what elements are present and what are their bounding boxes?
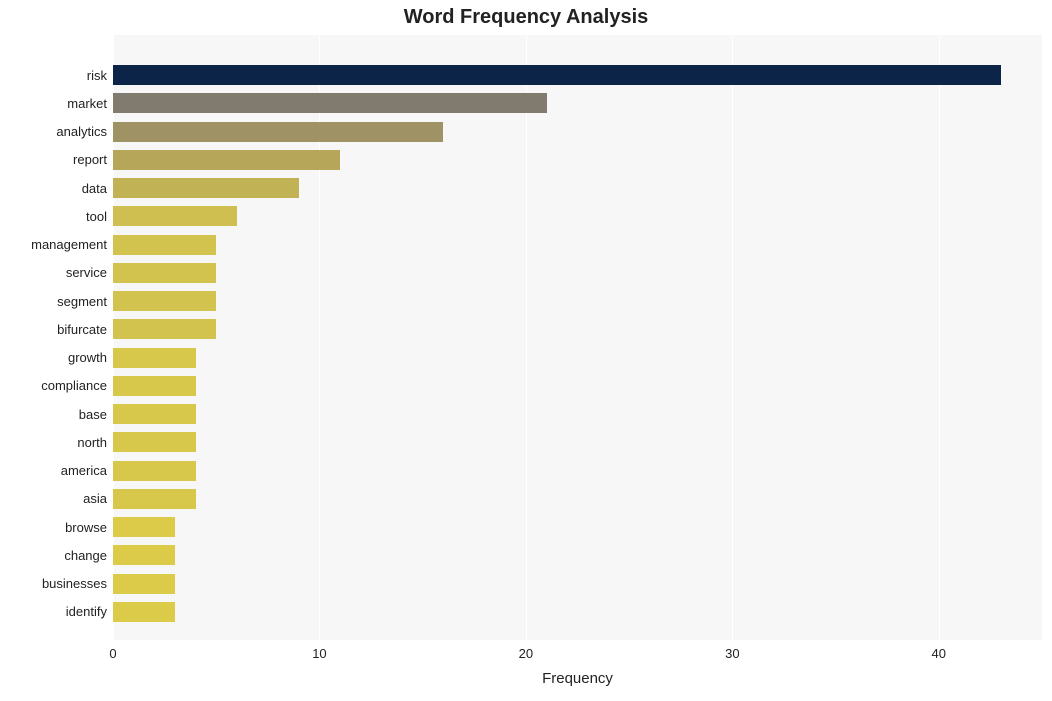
y-tick-label: browse: [65, 520, 107, 535]
grid-line: [939, 35, 940, 640]
bar: [113, 150, 340, 170]
y-tick-label: bifurcate: [57, 322, 107, 337]
bar: [113, 65, 1001, 85]
y-tick-label: analytics: [56, 124, 107, 139]
y-tick-label: report: [73, 152, 107, 167]
x-tick-label: 0: [93, 646, 133, 661]
y-tick-label: identify: [66, 604, 107, 619]
bar: [113, 291, 216, 311]
bar: [113, 178, 299, 198]
y-tick-label: asia: [83, 491, 107, 506]
y-tick-label: base: [79, 407, 107, 422]
bar: [113, 319, 216, 339]
chart-title: Word Frequency Analysis: [0, 6, 1052, 29]
x-tick-label: 20: [506, 646, 546, 661]
grid-line: [526, 35, 527, 640]
y-tick-label: risk: [87, 68, 107, 83]
chart-container: Word Frequency Analysis Frequency 0 10 20 3…: [0, 0, 1052, 701]
bar: [113, 206, 237, 226]
bar: [113, 93, 547, 113]
bar: [113, 376, 196, 396]
y-tick-label: tool: [86, 209, 107, 224]
bar: [113, 235, 216, 255]
y-tick-label: management: [31, 237, 107, 252]
bar: [113, 432, 196, 452]
bar: [113, 545, 175, 565]
bar: [113, 517, 175, 537]
plot-area: [113, 35, 1042, 640]
y-tick-label: change: [64, 548, 107, 563]
y-tick-label: service: [66, 265, 107, 280]
x-axis-label: Frequency: [113, 670, 1042, 687]
y-tick-label: north: [77, 435, 107, 450]
grid-line: [732, 35, 733, 640]
y-tick-label: segment: [57, 294, 107, 309]
y-tick-label: businesses: [42, 576, 107, 591]
x-tick-label: 40: [919, 646, 959, 661]
bar: [113, 461, 196, 481]
bar: [113, 574, 175, 594]
y-tick-label: america: [61, 463, 107, 478]
bar: [113, 404, 196, 424]
bar: [113, 602, 175, 622]
y-tick-label: growth: [68, 350, 107, 365]
bar: [113, 122, 443, 142]
x-tick-label: 10: [299, 646, 339, 661]
bar: [113, 489, 196, 509]
y-tick-label: data: [82, 181, 107, 196]
bar: [113, 348, 196, 368]
x-tick-label: 30: [712, 646, 752, 661]
y-tick-label: compliance: [41, 378, 107, 393]
bar: [113, 263, 216, 283]
y-tick-label: market: [67, 96, 107, 111]
